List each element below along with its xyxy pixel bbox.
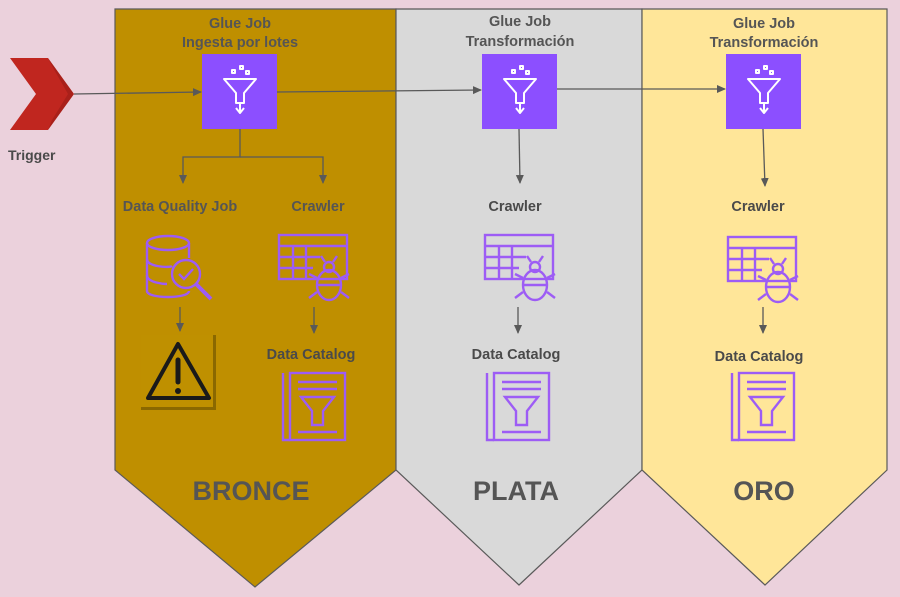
lane-oro	[641, 8, 888, 586]
crawler-bronce-icon	[277, 233, 350, 302]
arrow-bronce-fork-right	[240, 156, 327, 184]
tier-bronce-label: BRONCE	[192, 476, 310, 506]
crawler-oro-label: Crawler	[731, 199, 785, 215]
arrow-bronce-to-plata	[276, 86, 482, 95]
glue-job-oro-icon	[726, 54, 801, 129]
arrow-bronce-fork	[179, 129, 241, 184]
data-catalog-plata-label: Data Catalog	[471, 347, 561, 363]
data-catalog-bronce-icon	[281, 371, 347, 442]
crawler-plata-icon	[483, 233, 556, 302]
arrow-oro-glue-to-crawler	[760, 128, 769, 187]
glue-job-plata-title: Glue Job	[488, 14, 552, 30]
lane-plata	[395, 8, 643, 586]
glue-job-plata-subtitle: Transformación	[465, 34, 575, 50]
tier-oro-label: ORO	[733, 476, 795, 506]
glue-job-bronce-title: Glue Job	[208, 16, 272, 32]
data-catalog-plata-icon	[485, 371, 551, 442]
tier-plata-label: PLATA	[473, 476, 559, 506]
glue-job-oro-subtitle: Transformación	[709, 35, 819, 51]
data-quality-label: Data Quality Job	[122, 199, 238, 215]
glue-job-oro-title: Glue Job	[732, 16, 796, 32]
glue-job-bronce-subtitle: Ingesta por lotes	[181, 35, 299, 51]
crawler-plata-label: Crawler	[488, 199, 542, 215]
data-catalog-oro-icon	[730, 371, 796, 442]
data-catalog-bronce-label: Data Catalog	[266, 347, 356, 363]
lane-bronce	[114, 8, 397, 588]
trigger-label: Trigger	[8, 147, 56, 163]
data-quality-icon	[145, 234, 213, 301]
arrow-trigger-to-bronce	[73, 88, 202, 97]
trigger-icon-shade	[48, 58, 74, 130]
arrow-plata-glue-to-crawler	[515, 128, 524, 184]
crawler-oro-icon	[726, 235, 799, 304]
glue-job-bronce-icon	[202, 54, 277, 129]
glue-job-plata-icon	[482, 54, 557, 129]
warning-icon	[141, 335, 216, 410]
data-catalog-oro-label: Data Catalog	[714, 349, 804, 365]
trigger-icon	[10, 58, 74, 130]
crawler-bronce-label: Crawler	[291, 199, 345, 215]
